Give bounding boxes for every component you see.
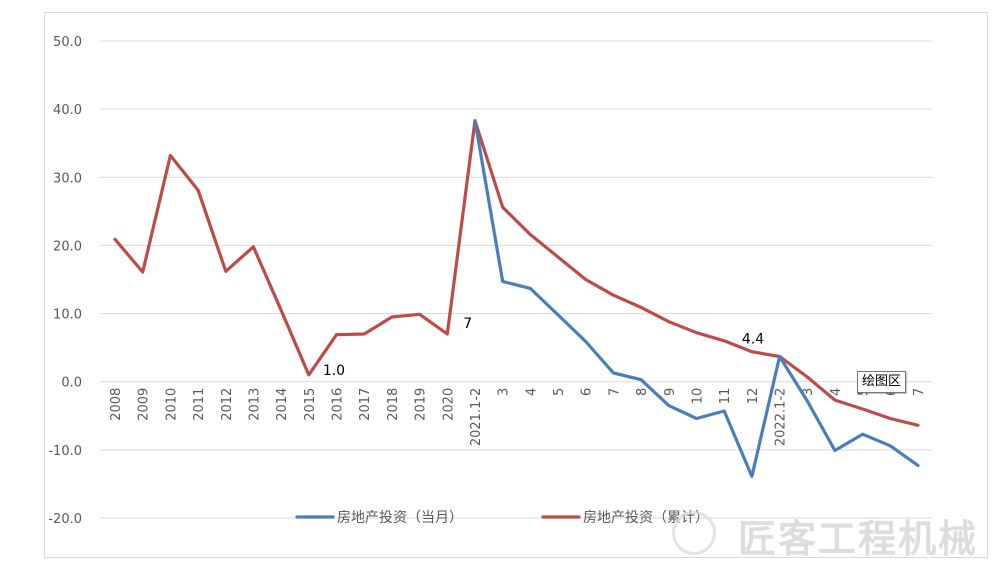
watermark: 匠客工程机械	[738, 517, 979, 561]
x-tick-label: 9	[663, 388, 678, 396]
x-tick-label: 2014	[275, 388, 290, 421]
x-tick-label: 4	[524, 388, 539, 396]
y-tick-label: 30.0	[53, 171, 82, 186]
x-tick-label: 8	[635, 388, 650, 396]
x-tick-label: 2008	[109, 388, 124, 421]
x-tick-label: 2020	[441, 388, 456, 421]
x-tick-label: 10	[690, 388, 705, 405]
x-axis: 2008 2009 2010 2011 2012 2013 2014 2015 2016 2017…	[109, 388, 927, 446]
x-tick-label: 3	[497, 388, 512, 396]
y-axis: 50.0 40.0 30.0 20.0 10.0 0.0 -10.0 -20.0	[48, 35, 82, 527]
y-tick-label: 20.0	[53, 239, 82, 254]
data-label: 4.4	[742, 332, 764, 348]
x-tick-label: 2021.1-2	[469, 388, 484, 446]
x-tick-label: 2017	[358, 388, 373, 421]
y-tick-label: -20.0	[48, 512, 82, 527]
x-tick-label: 12	[746, 388, 761, 405]
data-label: 1.0	[323, 363, 345, 379]
x-tick-label: 7	[912, 388, 927, 396]
y-tick-label: -10.0	[48, 444, 82, 459]
x-tick-label: 4	[829, 388, 844, 396]
y-tick-label: 40.0	[53, 103, 82, 118]
series-line-1[interactable]	[473, 119, 920, 478]
x-tick-label: 3	[801, 388, 816, 396]
x-tick-label: 2011	[192, 388, 207, 421]
x-tick-label: 2016	[331, 388, 346, 421]
data-label: 7	[463, 316, 472, 332]
x-tick-label: 5	[552, 388, 567, 396]
x-tick-label: 6	[580, 388, 595, 396]
x-tick-label: 2012	[220, 388, 235, 421]
series-line-2[interactable]	[113, 119, 920, 427]
x-tick-label: 2010	[164, 388, 179, 421]
x-tick-label: 2009	[137, 388, 152, 421]
y-tick-label: 0.0	[61, 376, 82, 391]
x-tick-label: 7	[607, 388, 622, 396]
watermark-logo-icon	[672, 511, 716, 555]
series-lines	[113, 119, 920, 478]
x-tick-label: 2019	[414, 388, 429, 421]
legend-label[interactable]: 房地产投资（当月）	[337, 510, 463, 526]
gridlines	[100, 40, 932, 519]
data-labels: 1.0 7 4.4	[323, 316, 764, 379]
x-tick-label: 2018	[386, 388, 401, 421]
y-tick-label: 50.0	[53, 35, 82, 50]
x-tick-label: 2022.1-2	[774, 388, 789, 446]
x-tick-label: 2015	[303, 388, 318, 421]
x-tick-label: 11	[718, 388, 733, 405]
plot-area-tooltip: 绘图区	[857, 371, 907, 393]
x-tick-label: 2013	[247, 388, 262, 421]
y-tick-label: 10.0	[53, 308, 82, 323]
